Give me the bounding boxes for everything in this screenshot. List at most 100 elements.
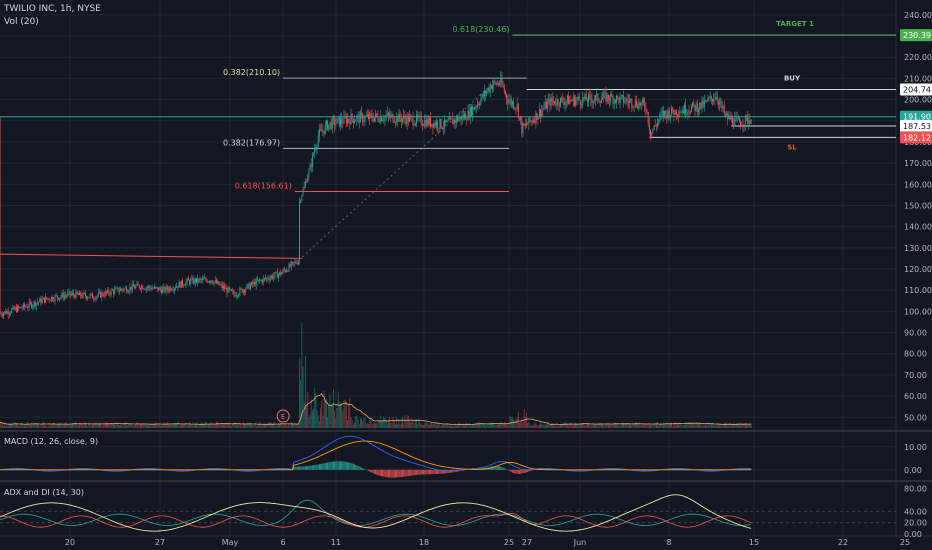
volume-bar [364,417,366,428]
candle-body [292,261,293,263]
candle-body [82,292,84,298]
price-axis-tick: 160.00 [904,180,932,189]
volume-bar [300,380,302,428]
candle-body [568,95,570,105]
volume-bar [335,418,337,428]
macd-histogram-bar [152,468,154,470]
candle-body [349,120,351,125]
macd-histogram-bar [619,468,621,470]
volume-bar [35,423,37,428]
volume-bar [549,424,551,428]
time-axis-tick: 25 [504,538,514,547]
macd-histogram-bar [496,466,498,470]
candle-body [665,110,667,114]
candle-body [163,287,165,289]
candle-body [246,284,248,290]
candle-body [624,101,626,103]
candle-body [255,279,257,286]
volume-bar [436,425,437,428]
volume-bar [548,424,550,428]
candle-body [190,279,192,285]
candle-body [418,115,420,118]
volume-bar [625,423,627,428]
candle-body [31,302,33,308]
candle-body [205,278,207,281]
volume-bar [506,423,508,428]
price-axis-badge-text: 187.53 [903,122,931,131]
macd-histogram-bar [179,469,181,472]
candle-body [94,299,96,300]
volume-bar [130,424,132,428]
volume-bar [74,422,76,428]
macd-histogram-bar [549,468,551,470]
macd-histogram-bar [510,469,512,472]
candle-body [522,123,524,134]
macd-histogram-bar [275,468,277,470]
volume-bar [293,424,295,428]
candle-body [563,102,565,105]
candle-body [93,298,95,300]
volume-bar [242,422,244,428]
volume-bar [316,410,318,428]
macd-histogram-bar [310,465,312,470]
macd-histogram-bar [576,469,578,472]
candle-body [184,285,186,287]
macd-histogram-bar [79,468,80,470]
volume-bar [159,424,161,428]
macd-histogram-bar [47,469,49,472]
volume-bar [461,422,463,428]
volume-bar [437,423,438,428]
volume-bar [384,418,386,428]
candle-body [655,125,657,127]
candle-body [729,115,731,120]
volume-bar [115,424,117,428]
macd-histogram-bar [183,469,185,472]
macd-histogram-bar [381,469,382,477]
candle-body [223,286,224,289]
volume-bar [32,423,34,428]
volume-bar [610,424,612,428]
volume-bar [533,425,534,428]
candle-body [619,96,621,103]
volume-bar [23,425,24,428]
volume-bar [173,424,175,428]
volume-bar [662,422,664,428]
volume-bar [120,424,121,428]
candle-body [211,280,213,283]
candle-body [187,278,189,281]
volume-bar [365,424,367,428]
candle-body [158,287,160,291]
candle-body [113,290,114,294]
candle-body [201,278,203,281]
volume-bar [644,424,646,428]
volume-bar [349,398,351,428]
volume-bar [214,423,216,428]
macd-histogram-bar [317,464,319,470]
volume-group [0,323,752,428]
candle-body [152,288,154,290]
candle-body [369,113,371,119]
macd-histogram-bar [407,469,409,477]
volume-bar [289,425,291,428]
volume-bar [553,424,554,428]
volume-bar [371,423,373,428]
candle-body [551,97,553,102]
candle-body [29,301,31,303]
macd-histogram-bar [421,469,423,475]
volume-bar [645,423,647,428]
candle-body [413,124,415,126]
candle-body [101,292,103,298]
macd-histogram-bar [14,468,16,470]
volume-bar [1,423,3,428]
macd-histogram-bar [274,468,276,470]
volume-bar [682,425,684,428]
macd-histogram-bar [383,469,385,477]
macd-histogram-bar [529,469,531,472]
macd-histogram-bar [384,469,386,477]
candle-body [203,278,205,280]
candle-body [178,282,180,288]
candle-body [673,112,675,115]
level-label-stop: SL [787,143,797,151]
